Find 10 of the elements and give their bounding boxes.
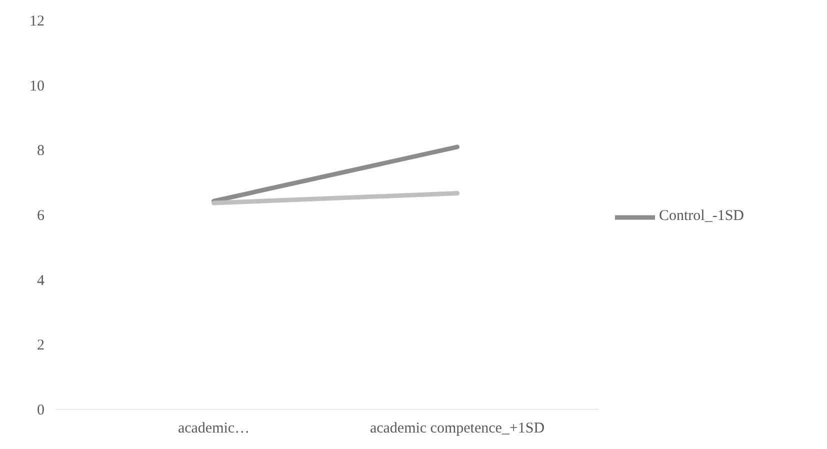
y-tick-label: 0 — [37, 402, 44, 418]
y-tick-label: 8 — [37, 143, 44, 160]
y-tick-label: 10 — [30, 78, 44, 94]
y-tick-label: 4 — [37, 272, 45, 289]
x-tick-label: academic… — [178, 420, 250, 436]
legend-label: Control_-1SD — [659, 208, 744, 225]
y-tick-label: 2 — [37, 338, 44, 354]
y-tick-label: 6 — [37, 208, 45, 224]
y-tick-label: 12 — [30, 14, 44, 30]
x-tick-label: academic competence_+1SD — [370, 420, 545, 436]
